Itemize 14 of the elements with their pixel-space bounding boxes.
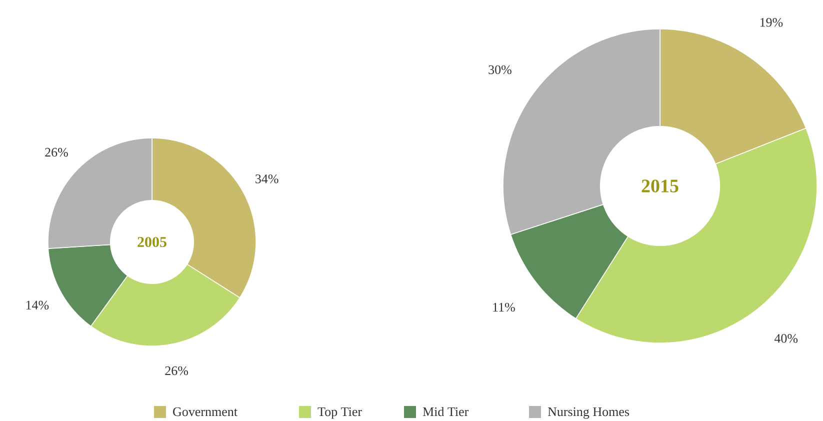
text: 2015 — [642, 180, 678, 192]
data-label: 30% — [488, 65, 512, 74]
legend-label: Nursing Homes — [548, 407, 630, 419]
data-label: 34% — [256, 174, 278, 184]
data-label: 26% — [165, 366, 188, 376]
data-label: 11% — [493, 302, 515, 312]
data-label: 40% — [774, 334, 798, 343]
data-label: 26% — [45, 148, 68, 157]
text: 2005 — [138, 236, 166, 248]
legend-label: Government — [173, 407, 238, 416]
legend-label: Mid Tier — [422, 406, 469, 416]
legend-label: Top Tier — [318, 407, 362, 419]
data-label: 14% — [26, 300, 49, 310]
data-label: 19% — [760, 18, 783, 27]
